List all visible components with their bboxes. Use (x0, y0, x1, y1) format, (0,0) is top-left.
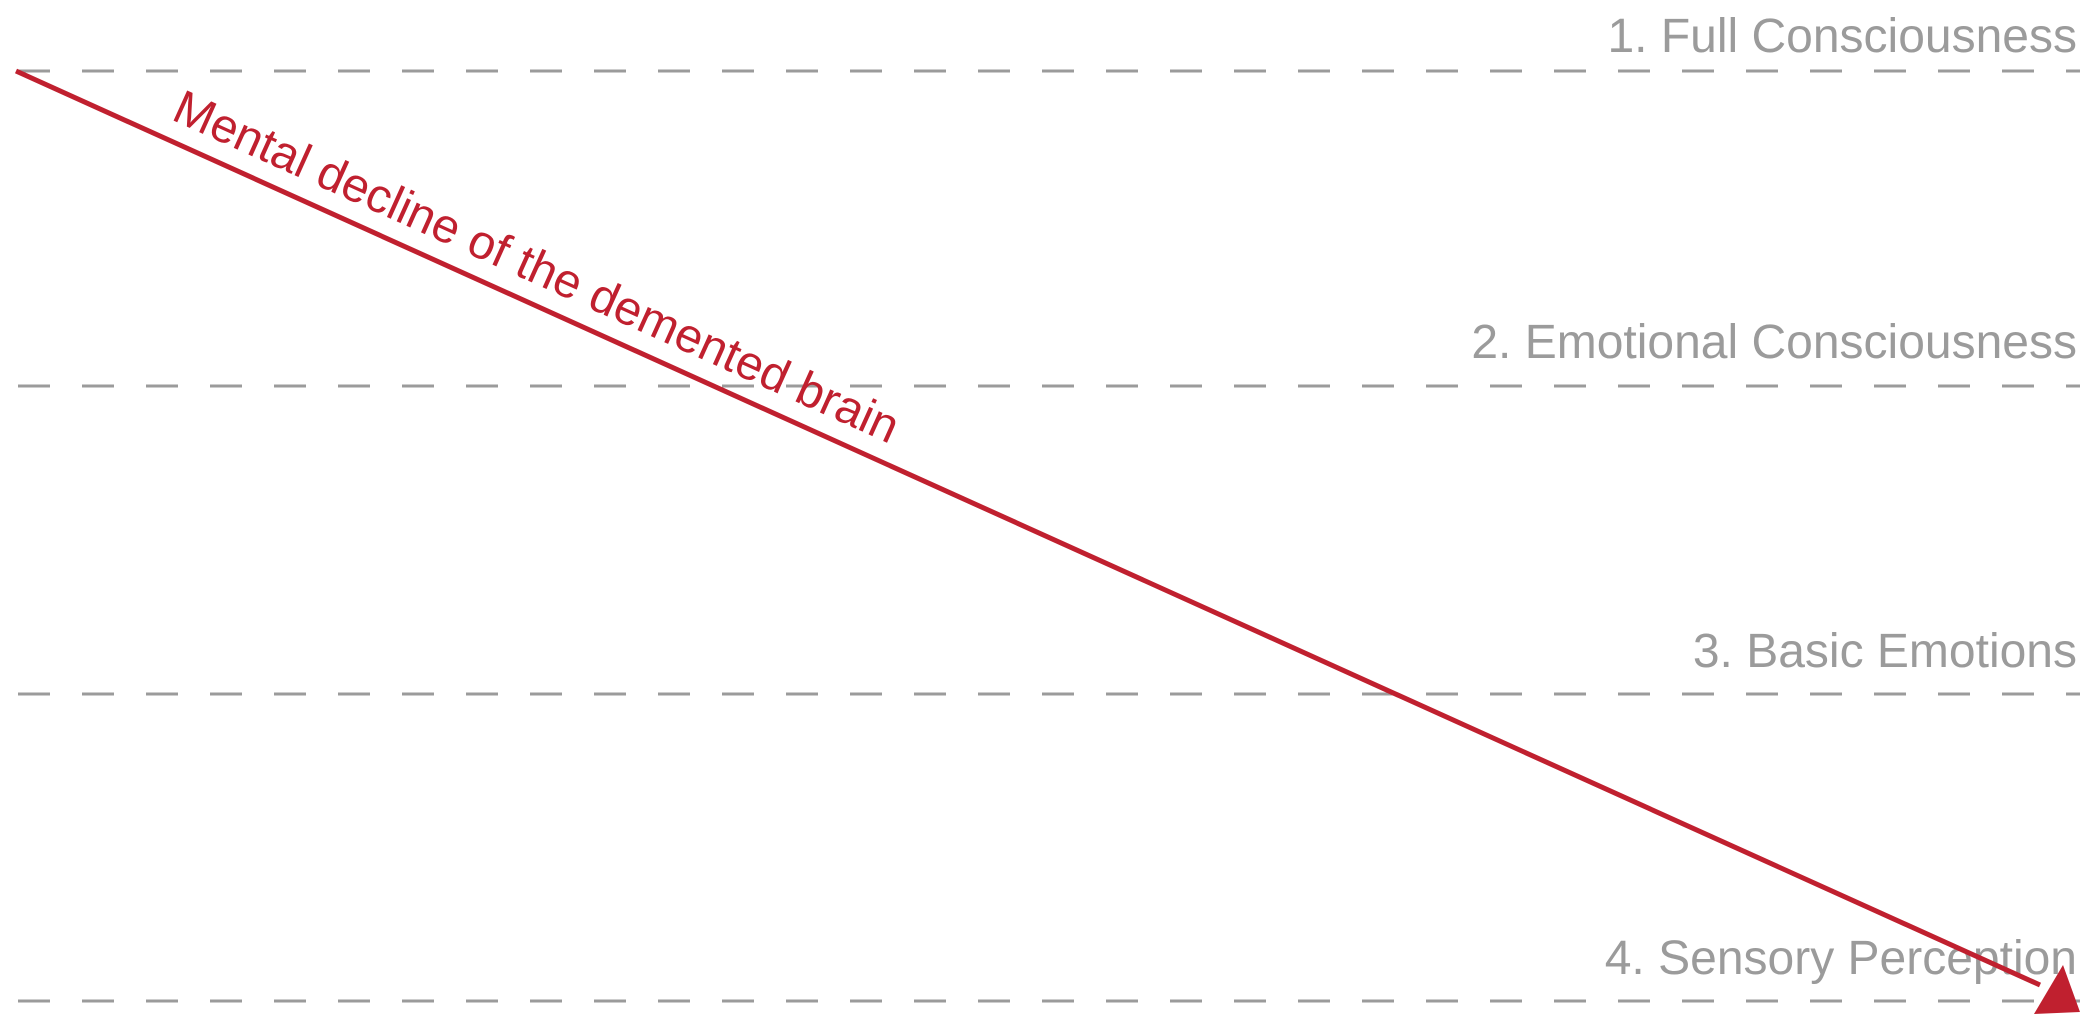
level-1-label: 1. Full Consciousness (1607, 10, 2077, 63)
level-3-label: 3. Basic Emotions (1693, 625, 2077, 678)
decline-arrow-label: Mental decline of the demented brain (165, 81, 907, 454)
level-4-label: 4. Sensory Perception (1605, 932, 2077, 985)
decline-arrow-head (2034, 965, 2080, 1014)
decline-arrow-line (14, 68, 2042, 988)
level-2-label: 2. Emotional Consciousness (1471, 316, 2077, 369)
